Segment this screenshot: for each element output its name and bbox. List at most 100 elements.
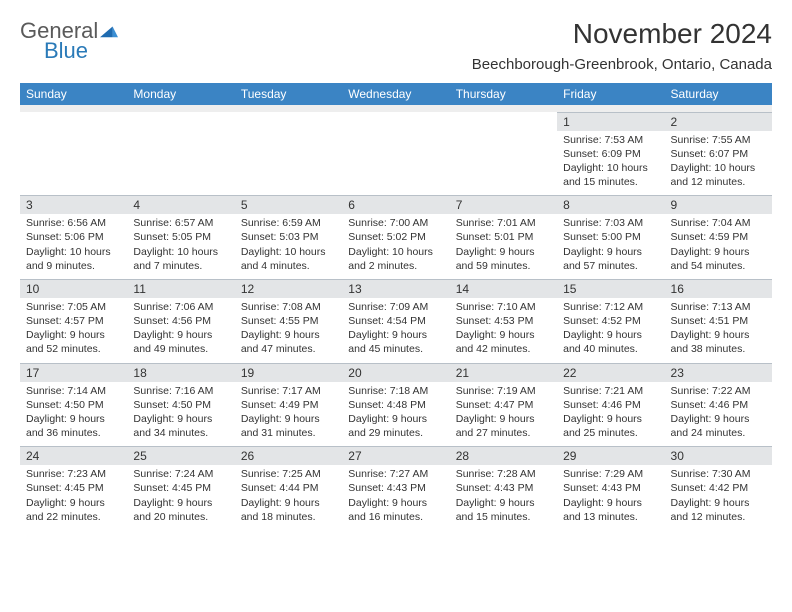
day-number-cell: 6 — [342, 196, 449, 215]
day-data-row: Sunrise: 7:14 AMSunset: 4:50 PM Daylight:… — [20, 382, 772, 447]
day-number-cell: 9 — [665, 196, 772, 215]
daylight-text-1: Daylight: 9 hours — [671, 328, 766, 342]
day-number-cell: 5 — [235, 196, 342, 215]
daylight-text-2: and 54 minutes. — [671, 259, 766, 273]
day-number-cell: 28 — [450, 447, 557, 466]
day-data-cell: Sunrise: 7:04 AMSunset: 4:59 PMDaylight:… — [665, 214, 772, 279]
day-number-cell — [20, 112, 127, 131]
day-number-cell: 4 — [127, 196, 234, 215]
day-number-cell: 27 — [342, 447, 449, 466]
day-header-cell: Tuesday — [235, 83, 342, 105]
sunset-text: Sunset: 6:09 PM — [563, 147, 658, 161]
day-number-cell: 8 — [557, 196, 664, 215]
sunrise-text: Sunrise: 7:24 AM — [133, 467, 228, 481]
day-data-cell: Sunrise: 6:56 AMSunset: 5:06 PMDaylight:… — [20, 214, 127, 279]
day-data-cell: Sunrise: 7:14 AMSunset: 4:50 PMDaylight:… — [20, 382, 127, 447]
sunset-text: Sunset: 5:00 PM — [563, 230, 658, 244]
daylight-text-1: Daylight: 9 hours — [26, 496, 121, 510]
sunset-text: Sunset: 5:06 PM — [26, 230, 121, 244]
daylight-text-1: Daylight: 9 hours — [563, 496, 658, 510]
day-number-cell: 1 — [557, 112, 664, 131]
day-data-cell: Sunrise: 7:55 AMSunset: 6:07 PMDaylight:… — [665, 131, 772, 196]
sunrise-text: Sunrise: 7:01 AM — [456, 216, 551, 230]
sunrise-text: Sunrise: 7:05 AM — [26, 300, 121, 314]
sunrise-text: Sunrise: 7:14 AM — [26, 384, 121, 398]
sunrise-text: Sunrise: 7:21 AM — [563, 384, 658, 398]
sunset-text: Sunset: 5:03 PM — [241, 230, 336, 244]
day-number-cell: 24 — [20, 447, 127, 466]
day-data-cell: Sunrise: 7:28 AMSunset: 4:43 PMDaylight:… — [450, 465, 557, 530]
sunset-text: Sunset: 4:44 PM — [241, 481, 336, 495]
sunset-text: Sunset: 4:43 PM — [456, 481, 551, 495]
day-data-cell: Sunrise: 7:09 AMSunset: 4:54 PMDaylight:… — [342, 298, 449, 363]
daylight-text-2: and 7 minutes. — [133, 259, 228, 273]
sunrise-text: Sunrise: 7:00 AM — [348, 216, 443, 230]
day-number-cell: 3 — [20, 196, 127, 215]
daylight-text-1: Daylight: 9 hours — [456, 328, 551, 342]
logo-triangle-icon — [100, 24, 118, 38]
sunset-text: Sunset: 5:01 PM — [456, 230, 551, 244]
logo: General Blue — [20, 18, 118, 64]
daylight-text-2: and 42 minutes. — [456, 342, 551, 356]
day-number-row: 10111213141516 — [20, 279, 772, 298]
daylight-text-2: and 2 minutes. — [348, 259, 443, 273]
header: General Blue November 2024 Beechborough-… — [20, 18, 772, 81]
day-data-cell — [235, 131, 342, 196]
daylight-text-1: Daylight: 9 hours — [241, 328, 336, 342]
sunset-text: Sunset: 5:02 PM — [348, 230, 443, 244]
sunrise-text: Sunrise: 7:55 AM — [671, 133, 766, 147]
daylight-text-2: and 49 minutes. — [133, 342, 228, 356]
day-header-cell: Wednesday — [342, 83, 449, 105]
sunset-text: Sunset: 4:52 PM — [563, 314, 658, 328]
sunset-text: Sunset: 4:46 PM — [671, 398, 766, 412]
day-data-cell: Sunrise: 7:17 AMSunset: 4:49 PMDaylight:… — [235, 382, 342, 447]
day-header-row: SundayMondayTuesdayWednesdayThursdayFrid… — [20, 83, 772, 105]
daylight-text-2: and 38 minutes. — [671, 342, 766, 356]
sunset-text: Sunset: 4:45 PM — [26, 481, 121, 495]
day-data-row: Sunrise: 7:05 AMSunset: 4:57 PMDaylight:… — [20, 298, 772, 363]
daylight-text-2: and 15 minutes. — [456, 510, 551, 524]
daylight-text-1: Daylight: 9 hours — [671, 245, 766, 259]
daylight-text-2: and 18 minutes. — [241, 510, 336, 524]
day-number-row: 17181920212223 — [20, 363, 772, 382]
sunrise-text: Sunrise: 7:27 AM — [348, 467, 443, 481]
daylight-text-2: and 24 minutes. — [671, 426, 766, 440]
sunrise-text: Sunrise: 6:56 AM — [26, 216, 121, 230]
daylight-text-1: Daylight: 10 hours — [133, 245, 228, 259]
daylight-text-2: and 4 minutes. — [241, 259, 336, 273]
daylight-text-1: Daylight: 9 hours — [348, 496, 443, 510]
daylight-text-1: Daylight: 9 hours — [456, 412, 551, 426]
sunset-text: Sunset: 4:50 PM — [26, 398, 121, 412]
day-data-cell: Sunrise: 7:18 AMSunset: 4:48 PMDaylight:… — [342, 382, 449, 447]
day-number-cell: 7 — [450, 196, 557, 215]
sunset-text: Sunset: 4:47 PM — [456, 398, 551, 412]
sunrise-text: Sunrise: 6:57 AM — [133, 216, 228, 230]
day-number-cell: 2 — [665, 112, 772, 131]
day-number-cell: 19 — [235, 363, 342, 382]
calendar-table: SundayMondayTuesdayWednesdayThursdayFrid… — [20, 83, 772, 530]
day-number-cell: 11 — [127, 279, 234, 298]
daylight-text-1: Daylight: 9 hours — [133, 328, 228, 342]
sunset-text: Sunset: 4:43 PM — [563, 481, 658, 495]
daylight-text-1: Daylight: 10 hours — [26, 245, 121, 259]
day-data-cell: Sunrise: 7:24 AMSunset: 4:45 PMDaylight:… — [127, 465, 234, 530]
day-number-cell: 20 — [342, 363, 449, 382]
day-data-cell: Sunrise: 6:59 AMSunset: 5:03 PMDaylight:… — [235, 214, 342, 279]
sunset-text: Sunset: 4:46 PM — [563, 398, 658, 412]
daylight-text-2: and 20 minutes. — [133, 510, 228, 524]
day-header-cell: Monday — [127, 83, 234, 105]
day-number-cell — [235, 112, 342, 131]
sunset-text: Sunset: 4:53 PM — [456, 314, 551, 328]
sunrise-text: Sunrise: 7:23 AM — [26, 467, 121, 481]
day-data-cell: Sunrise: 7:21 AMSunset: 4:46 PMDaylight:… — [557, 382, 664, 447]
daylight-text-1: Daylight: 9 hours — [456, 245, 551, 259]
day-data-cell: Sunrise: 7:01 AMSunset: 5:01 PMDaylight:… — [450, 214, 557, 279]
day-data-cell: Sunrise: 7:27 AMSunset: 4:43 PMDaylight:… — [342, 465, 449, 530]
daylight-text-2: and 15 minutes. — [563, 175, 658, 189]
daylight-text-2: and 9 minutes. — [26, 259, 121, 273]
spacer-row — [20, 105, 772, 112]
day-number-cell: 12 — [235, 279, 342, 298]
sunset-text: Sunset: 4:43 PM — [348, 481, 443, 495]
sunrise-text: Sunrise: 7:12 AM — [563, 300, 658, 314]
day-data-cell — [450, 131, 557, 196]
